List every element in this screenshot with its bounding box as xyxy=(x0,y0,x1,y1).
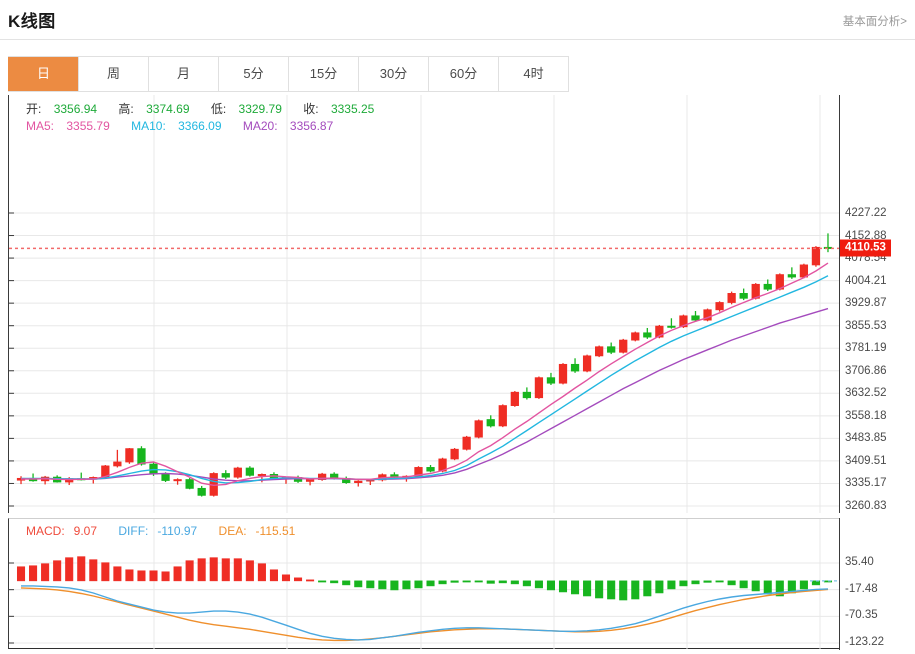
macd-tick-1: -17.48 xyxy=(845,582,878,595)
price-tick-12: 3335.17 xyxy=(845,477,887,490)
tab-3[interactable]: 5分 xyxy=(218,57,288,91)
current-price-badge: 4110.53 xyxy=(840,239,891,257)
price-tick-9: 3558.18 xyxy=(845,409,887,422)
price-tick-3: 4004.21 xyxy=(845,274,887,287)
candlestick-svg xyxy=(9,95,840,513)
fundamental-analysis-link[interactable]: 基本面分析> xyxy=(842,16,907,28)
price-tick-11: 3409.51 xyxy=(845,454,887,467)
price-axis-rail xyxy=(839,95,840,513)
price-tick-6: 3781.19 xyxy=(845,342,887,355)
price-tick-0: 4227.22 xyxy=(845,207,887,219)
macd-chart[interactable] xyxy=(8,518,840,649)
macd-tick-0: 35.40 xyxy=(845,556,874,568)
candlestick-chart[interactable] xyxy=(8,95,840,513)
price-tick-4: 3929.87 xyxy=(845,297,887,310)
price-tick-1: 4152.88 xyxy=(845,229,887,242)
tab-5[interactable]: 30分 xyxy=(358,57,428,91)
tab-1[interactable]: 周 xyxy=(78,57,148,91)
tab-4[interactable]: 15分 xyxy=(288,57,358,91)
tab-6[interactable]: 60分 xyxy=(428,57,498,91)
macd-svg xyxy=(9,519,840,649)
price-tick-8: 3632.52 xyxy=(845,387,887,400)
macd-tick-3: -123.22 xyxy=(845,636,885,648)
tab-0[interactable]: 日 xyxy=(8,57,78,91)
tab-7[interactable]: 4时 xyxy=(498,57,568,91)
period-tabbar: 日周月 5分 15分 30分 60分 4时 xyxy=(8,56,569,92)
price-tick-7: 3706.86 xyxy=(845,364,887,377)
price-tick-10: 3483.85 xyxy=(845,432,887,445)
page-header: K线图 基本面分析> xyxy=(0,0,915,40)
page-title: K线图 xyxy=(8,12,56,31)
price-tick-5: 3855.53 xyxy=(845,319,887,332)
price-tick-13: 3260.83 xyxy=(845,500,887,512)
macd-axis-rail xyxy=(839,518,840,650)
macd-tick-2: -70.35 xyxy=(845,609,878,622)
tab-2[interactable]: 月 xyxy=(148,57,218,91)
